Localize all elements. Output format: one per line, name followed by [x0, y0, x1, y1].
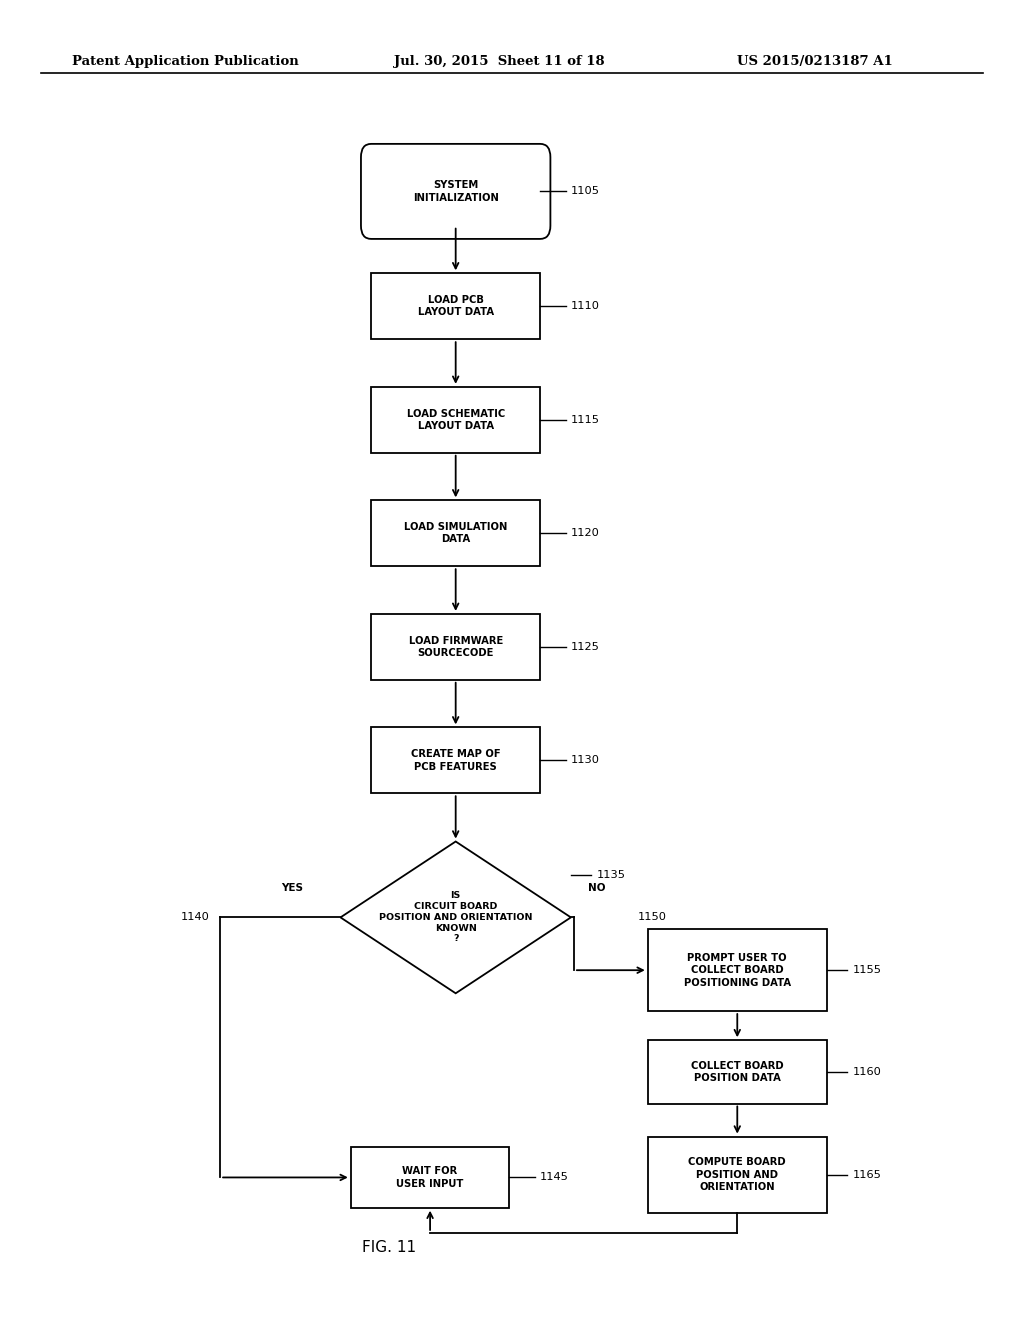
Bar: [371, 273, 541, 339]
Bar: [647, 1137, 826, 1213]
Text: IS
CIRCUIT BOARD
POSITION AND ORIENTATION
KNOWN
?: IS CIRCUIT BOARD POSITION AND ORIENTATIO…: [379, 891, 532, 944]
Bar: [371, 614, 541, 680]
Bar: [647, 1040, 826, 1104]
Text: 1125: 1125: [571, 642, 600, 652]
Text: WAIT FOR
USER INPUT: WAIT FOR USER INPUT: [396, 1167, 464, 1188]
Polygon shape: [340, 842, 571, 993]
Text: Jul. 30, 2015  Sheet 11 of 18: Jul. 30, 2015 Sheet 11 of 18: [394, 55, 605, 67]
Bar: [350, 1147, 509, 1208]
Text: LOAD FIRMWARE
SOURCECODE: LOAD FIRMWARE SOURCECODE: [409, 636, 503, 657]
Text: 1120: 1120: [571, 528, 600, 539]
Text: 1140: 1140: [181, 912, 210, 923]
Text: COLLECT BOARD
POSITION DATA: COLLECT BOARD POSITION DATA: [691, 1061, 783, 1082]
Bar: [371, 727, 541, 793]
Text: 1105: 1105: [571, 186, 600, 197]
Text: LOAD SIMULATION
DATA: LOAD SIMULATION DATA: [404, 523, 507, 544]
Text: 1110: 1110: [571, 301, 600, 312]
Text: CREATE MAP OF
PCB FEATURES: CREATE MAP OF PCB FEATURES: [411, 750, 501, 771]
Text: 1130: 1130: [571, 755, 600, 766]
Text: 1165: 1165: [852, 1170, 882, 1180]
Text: 1145: 1145: [541, 1172, 569, 1183]
Bar: [371, 387, 541, 453]
Text: YES: YES: [281, 883, 303, 894]
FancyBboxPatch shape: [360, 144, 551, 239]
Bar: [371, 500, 541, 566]
Text: LOAD PCB
LAYOUT DATA: LOAD PCB LAYOUT DATA: [418, 296, 494, 317]
Text: 1160: 1160: [852, 1067, 882, 1077]
Text: SYSTEM
INITIALIZATION: SYSTEM INITIALIZATION: [413, 181, 499, 202]
Text: LOAD SCHEMATIC
LAYOUT DATA: LOAD SCHEMATIC LAYOUT DATA: [407, 409, 505, 430]
Text: US 2015/0213187 A1: US 2015/0213187 A1: [737, 55, 893, 67]
Text: PROMPT USER TO
COLLECT BOARD
POSITIONING DATA: PROMPT USER TO COLLECT BOARD POSITIONING…: [684, 953, 791, 987]
Text: 1150: 1150: [637, 912, 667, 923]
Text: Patent Application Publication: Patent Application Publication: [72, 55, 298, 67]
Text: FIG. 11: FIG. 11: [362, 1239, 416, 1255]
Text: NO: NO: [588, 883, 605, 894]
Bar: [647, 929, 826, 1011]
Text: 1155: 1155: [852, 965, 882, 975]
Text: 1135: 1135: [596, 870, 626, 880]
Text: COMPUTE BOARD
POSITION AND
ORIENTATION: COMPUTE BOARD POSITION AND ORIENTATION: [688, 1158, 786, 1192]
Text: 1115: 1115: [571, 414, 600, 425]
